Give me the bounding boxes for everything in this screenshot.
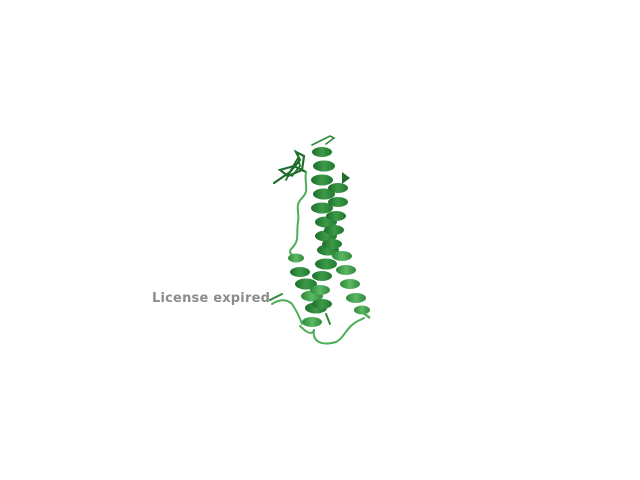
helix-2 (322, 172, 350, 249)
top-loop-region (272, 135, 336, 185)
helix-3 (332, 251, 371, 319)
bottom-loops (269, 293, 365, 345)
helix-5 (310, 271, 332, 309)
helix-1 (311, 147, 339, 270)
helix-4 (288, 253, 327, 327)
license-expired-notice: License expired (152, 291, 271, 306)
left-loop (289, 171, 308, 258)
